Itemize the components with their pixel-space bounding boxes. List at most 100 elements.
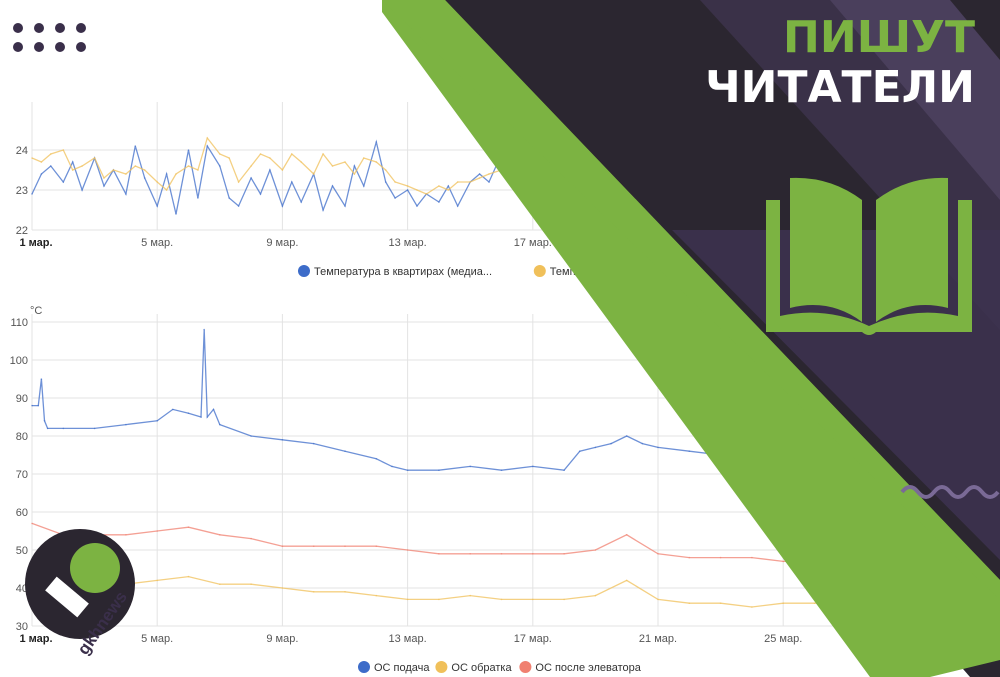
data-point bbox=[259, 153, 262, 155]
legend-label-1[interactable]: Температура в квартирах (медиа... bbox=[314, 266, 492, 278]
data-point bbox=[40, 161, 43, 163]
data-point bbox=[206, 145, 209, 147]
data-point bbox=[203, 328, 205, 331]
legend-marker-2[interactable] bbox=[435, 661, 448, 673]
series-line-2 bbox=[31, 575, 940, 608]
data-point bbox=[250, 177, 252, 179]
data-point bbox=[281, 205, 284, 207]
y-tick-label: 23 bbox=[16, 185, 28, 197]
data-point bbox=[103, 177, 105, 179]
data-point bbox=[719, 602, 722, 604]
legend-label-1[interactable]: ОС подача bbox=[374, 662, 430, 674]
data-point bbox=[384, 169, 387, 171]
x-tick-label: 21 мар. bbox=[639, 633, 677, 645]
banner-line2: ЧИТАТЕЛИ bbox=[705, 62, 975, 113]
data-point bbox=[344, 450, 346, 453]
data-point bbox=[394, 197, 396, 199]
data-point bbox=[375, 594, 378, 597]
series-line-2 bbox=[31, 136, 502, 195]
data-point bbox=[312, 545, 315, 547]
data-point bbox=[290, 181, 293, 183]
data-point bbox=[125, 193, 127, 195]
data-point bbox=[156, 530, 158, 532]
data-point bbox=[71, 169, 74, 171]
data-point bbox=[300, 161, 302, 163]
data-point bbox=[250, 435, 252, 437]
data-point bbox=[362, 185, 365, 187]
legend-label-2[interactable]: ОС обратка bbox=[451, 662, 512, 674]
data-point bbox=[175, 173, 177, 175]
data-point bbox=[187, 149, 190, 151]
legend-marker-2[interactable] bbox=[533, 265, 546, 277]
x-tick-label: 13 мар. bbox=[389, 237, 427, 249]
data-point bbox=[219, 583, 221, 585]
data-point bbox=[610, 442, 612, 445]
x-tick-label: 17 мар. bbox=[514, 237, 552, 249]
data-point bbox=[375, 141, 378, 143]
data-point bbox=[406, 598, 409, 601]
data-point bbox=[375, 545, 378, 547]
data-point bbox=[719, 556, 722, 559]
data-point bbox=[31, 193, 33, 195]
legend-label-3[interactable]: ОС после элеватора bbox=[535, 662, 641, 674]
data-point bbox=[269, 157, 271, 159]
data-point bbox=[172, 408, 174, 411]
data-point bbox=[212, 408, 215, 411]
gkhnews-logo: gkhnews bbox=[25, 529, 135, 658]
legend-marker-1[interactable] bbox=[358, 661, 370, 673]
data-point bbox=[312, 591, 315, 593]
data-point bbox=[438, 553, 440, 555]
data-point bbox=[488, 181, 490, 183]
data-point bbox=[206, 416, 209, 418]
data-point bbox=[532, 598, 534, 601]
legend-marker-3[interactable] bbox=[519, 661, 532, 673]
data-point bbox=[281, 439, 284, 441]
data-point bbox=[93, 157, 96, 159]
data-point bbox=[134, 145, 137, 147]
x-tick-label: 13 мар. bbox=[389, 633, 427, 645]
data-point bbox=[62, 427, 65, 430]
data-point bbox=[594, 549, 597, 551]
data-point bbox=[143, 177, 146, 179]
data-point bbox=[406, 185, 409, 187]
data-point bbox=[31, 157, 33, 159]
data-point bbox=[447, 189, 450, 191]
data-point bbox=[290, 153, 293, 155]
data-point bbox=[46, 427, 49, 430]
legend-marker-1[interactable] bbox=[298, 265, 310, 277]
data-point bbox=[49, 153, 52, 155]
data-point bbox=[563, 469, 565, 472]
data-point bbox=[219, 534, 221, 536]
data-point bbox=[250, 583, 252, 585]
data-point bbox=[165, 189, 168, 191]
data-point bbox=[344, 161, 346, 163]
data-point bbox=[688, 556, 691, 559]
data-point bbox=[406, 469, 409, 472]
data-point bbox=[103, 185, 105, 187]
y-tick-label: 60 bbox=[16, 507, 28, 519]
y-tick-label: 30 bbox=[16, 621, 28, 633]
data-point bbox=[281, 587, 284, 589]
data-point bbox=[187, 165, 190, 167]
data-point bbox=[751, 556, 753, 559]
data-point bbox=[641, 442, 644, 445]
open-book-icon bbox=[766, 177, 972, 335]
data-point bbox=[43, 420, 46, 422]
x-tick-label: 9 мар. bbox=[266, 633, 298, 645]
data-point bbox=[532, 465, 534, 468]
data-point bbox=[156, 205, 158, 207]
menu-dots-icon[interactable] bbox=[13, 23, 86, 52]
data-point bbox=[469, 594, 472, 597]
data-point bbox=[31, 522, 33, 525]
data-point bbox=[300, 201, 302, 203]
data-point bbox=[125, 173, 127, 175]
banner-purple-stripe-3 bbox=[672, 230, 1000, 560]
data-point bbox=[219, 153, 221, 155]
data-point bbox=[165, 173, 168, 175]
data-point bbox=[688, 602, 691, 604]
data-point bbox=[456, 205, 459, 207]
x-tick-label: 5 мар. bbox=[141, 633, 173, 645]
x-tick-label: 25 мар. bbox=[764, 633, 802, 645]
data-point bbox=[237, 205, 240, 207]
